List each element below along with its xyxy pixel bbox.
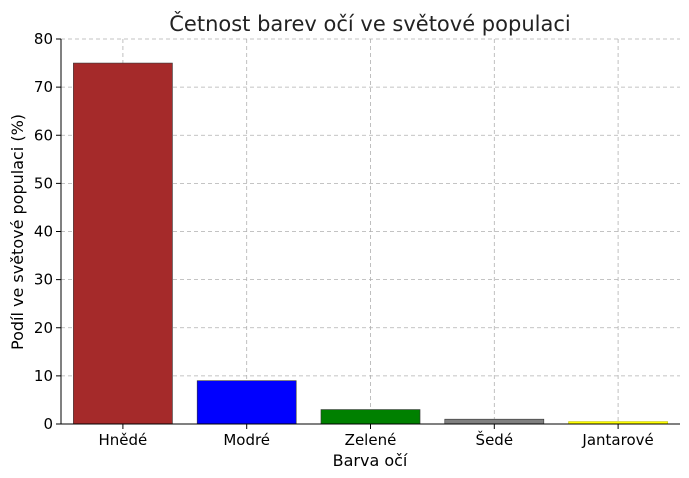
bar-3 (444, 418, 545, 425)
bar-1 (196, 380, 297, 425)
y-axis-label: Podíl ve světové populaci (%) (8, 114, 27, 350)
y-tick-label: 0 (43, 415, 53, 433)
y-tick-label: 10 (34, 367, 53, 385)
x-axis-ticks: Hnědé Modré Zelené Šedé Jantarové (99, 424, 654, 449)
bars (73, 62, 668, 425)
y-tick-label: 20 (34, 319, 53, 337)
x-tick-label: Modré (223, 431, 270, 449)
bar-2 (320, 409, 421, 425)
axes (60, 39, 680, 425)
chart-title: Četnost barev očí ve světové populaci (169, 11, 570, 36)
x-tick-label: Šedé (476, 430, 514, 449)
y-tick-label: 70 (34, 78, 53, 96)
bar-0 (73, 62, 173, 425)
x-tick-label: Jantarové (581, 431, 653, 449)
y-tick-label: 60 (34, 126, 53, 144)
grid-lines (61, 38, 680, 425)
y-axis-ticks: 0 10 20 30 40 50 60 70 80 (34, 30, 61, 433)
y-tick-label: 80 (34, 30, 53, 48)
x-axis-label: Barva očí (333, 451, 408, 470)
y-tick-label: 40 (34, 223, 53, 241)
y-tick-label: 50 (34, 174, 53, 192)
x-tick-label: Zelené (345, 431, 397, 449)
y-tick-label: 30 (34, 271, 53, 289)
x-tick-label: Hnědé (99, 431, 148, 449)
